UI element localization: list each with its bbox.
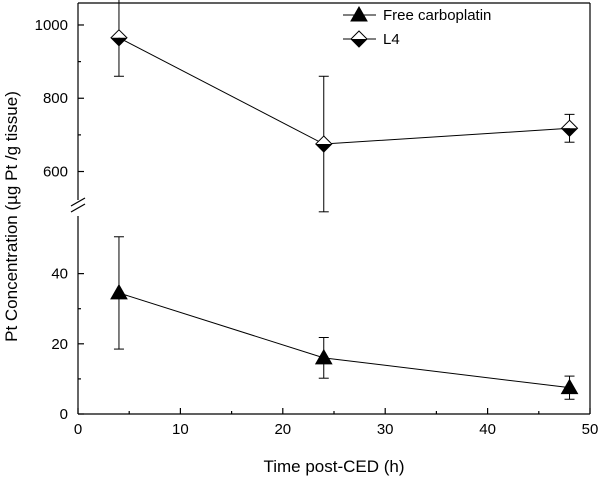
diamond-bottom-half: [110, 37, 127, 46]
y-axis: 0 20 40 600 800 1000: [35, 3, 86, 423]
y-tick-label: 800: [43, 90, 68, 107]
diamond-outline: [560, 119, 579, 137]
y-break-mark: [70, 203, 86, 213]
x-tick-label: 40: [479, 421, 496, 438]
x-axis: 0 10 20 30 40 50: [74, 408, 598, 438]
diamond-outline: [110, 29, 128, 47]
legend-label: Free carboplatin: [383, 7, 491, 24]
series-line: [118, 292, 570, 389]
data-point: [110, 29, 128, 47]
y-axis-title: Pt Concentration (µg Pt /g tissue): [2, 91, 21, 342]
data-point: [314, 348, 333, 365]
diamond-top-half: [351, 31, 367, 39]
diamond-bottom-half: [351, 39, 367, 47]
legend: Free carboplatin L4: [343, 5, 491, 48]
series-free-carboplatin: [110, 236, 579, 400]
diamond-outline: [315, 135, 333, 153]
data-point: [110, 283, 128, 300]
diamond-bottom-half: [561, 128, 578, 137]
y-tick-label: 0: [60, 406, 68, 423]
legend-marker: [350, 30, 368, 48]
diamond-outline: [350, 30, 368, 48]
x-axis-title: Time post-CED (h): [263, 457, 404, 476]
data-point: [560, 119, 579, 137]
legend-label: L4: [383, 31, 400, 48]
legend-marker: [350, 5, 368, 22]
y-tick-label: 20: [51, 336, 68, 353]
legend-item: L4: [343, 30, 400, 48]
legend-item: Free carboplatin: [343, 5, 491, 24]
data-point: [315, 135, 333, 153]
x-tick-label: 20: [274, 421, 291, 438]
series-layer: [110, 0, 579, 400]
x-tick-label: 0: [74, 421, 82, 438]
y-tick-label: 40: [51, 266, 68, 283]
x-tick-label: 10: [172, 421, 189, 438]
x-tick-label: 30: [377, 421, 394, 438]
y-tick-label: 600: [43, 164, 68, 181]
x-tick-label: 50: [582, 421, 598, 438]
plot-frame: [78, 2, 591, 414]
series-l4: [110, 0, 579, 213]
y-break-mark: [70, 197, 86, 207]
diamond-top-half: [110, 29, 127, 38]
diamond-top-half: [315, 136, 332, 145]
series-line: [118, 37, 570, 145]
diamond-top-half: [561, 120, 578, 129]
y-tick-label: 1000: [35, 17, 68, 34]
diamond-bottom-half: [315, 144, 332, 153]
data-point: [560, 378, 579, 395]
